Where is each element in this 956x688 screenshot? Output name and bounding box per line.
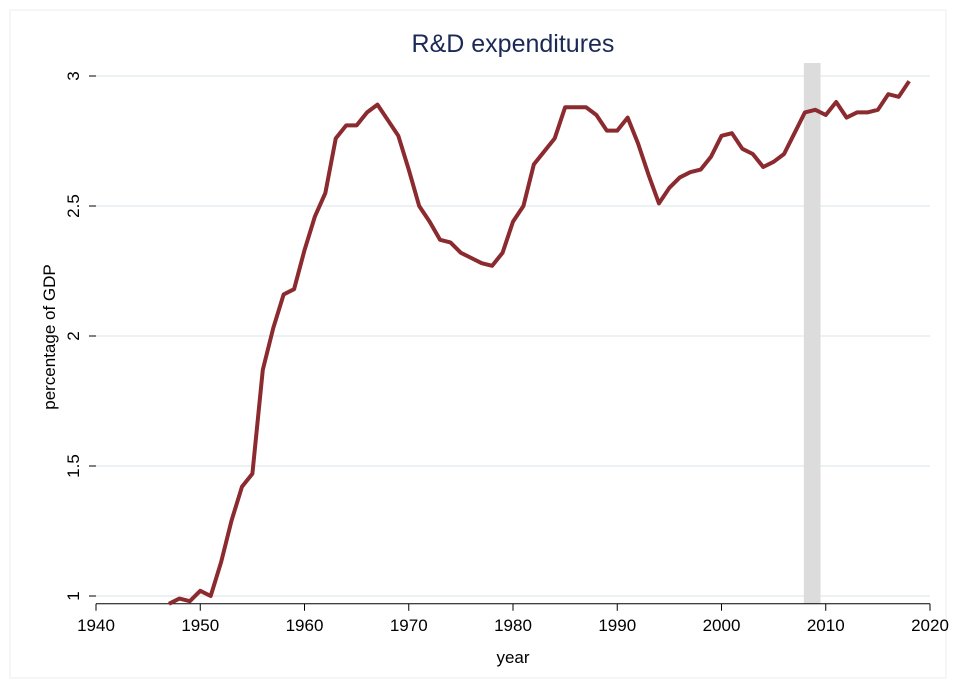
frame [9, 9, 947, 679]
y-axis-label: percentage of GDP [40, 264, 59, 410]
chart-title: R&D expenditures [412, 30, 615, 58]
y-tick-label: 2.5 [64, 194, 83, 218]
x-tick-label: 1940 [77, 616, 115, 635]
y-tick-label: 1.5 [64, 454, 83, 478]
x-tick-label: 1990 [598, 616, 636, 635]
y-tick-label: 1 [64, 591, 83, 600]
x-tick-label: 1950 [181, 616, 219, 635]
y-tick-label: 3 [64, 71, 83, 80]
x-tick-label: 1970 [390, 616, 428, 635]
x-axis-label: year [496, 648, 529, 667]
x-tick-label: 2000 [703, 616, 741, 635]
x-tick-label: 2010 [807, 616, 845, 635]
line [168, 80, 911, 606]
x-tick-label: 1960 [286, 616, 324, 635]
y-tick-label: 2 [64, 331, 83, 340]
shaded-region [803, 63, 821, 604]
x-tick-label: 1980 [494, 616, 532, 635]
x-tick-label: 2020 [911, 616, 949, 635]
